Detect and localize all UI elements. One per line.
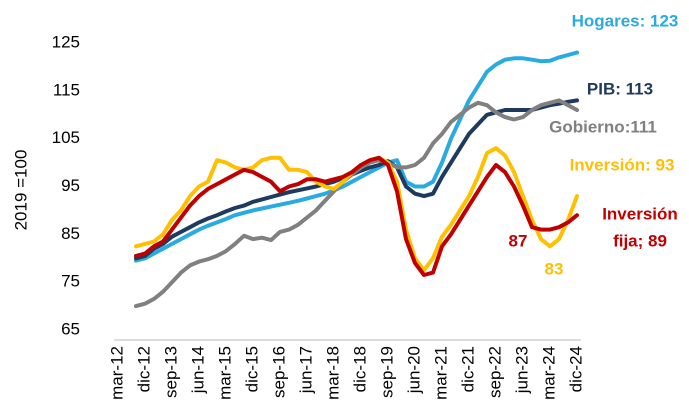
line-series [134,98,579,309]
y-tick-label: 75 [61,272,80,291]
x-tick-label: dic-24 [566,346,585,392]
line-series [134,50,579,263]
x-tick-label: dic-15 [242,346,261,392]
y-tick-label: 125 [52,32,80,51]
x-tick-label: sep-19 [377,346,396,398]
y-tick-label: 65 [61,319,80,338]
x-tick-label: jun-20 [404,346,423,394]
y-tick-label: 105 [52,128,80,147]
line-series [134,155,579,277]
annotation: Hogares: 123 [572,11,679,30]
x-tick-label: jun-14 [188,346,207,394]
annotation: Inversión: 93 [570,155,675,174]
x-tick-label: mar-24 [539,346,558,400]
x-tick-label: jun-23 [512,346,531,394]
x-tick-label: sep-22 [485,346,504,398]
x-tick-label: mar-18 [323,346,342,400]
x-tick-label: mar-21 [431,346,450,400]
annotation: PIB: 113 [587,79,653,98]
annotation: fija; 89 [613,231,667,250]
y-tick-label: 115 [53,80,80,99]
x-tick-label: sep-13 [161,346,180,398]
x-tick-label: dic-12 [134,346,153,392]
x-tick-label: jun-17 [296,346,315,394]
annotation: 87 [509,231,528,250]
x-tick-label: sep-16 [269,346,288,398]
x-tick-label: dic-21 [458,346,477,392]
x-tick-label: dic-18 [350,346,369,392]
y-tick-label: 95 [61,176,80,195]
annotation: 83 [545,259,564,278]
x-tick-label: mar-15 [215,346,234,400]
y-axis-label: 2019 =100 [11,150,30,231]
annotation: Gobierno:111 [549,117,657,136]
y-tick-label: 85 [61,224,80,243]
x-tick-label: mar-12 [107,346,126,400]
annotation: Inversión [602,204,678,223]
